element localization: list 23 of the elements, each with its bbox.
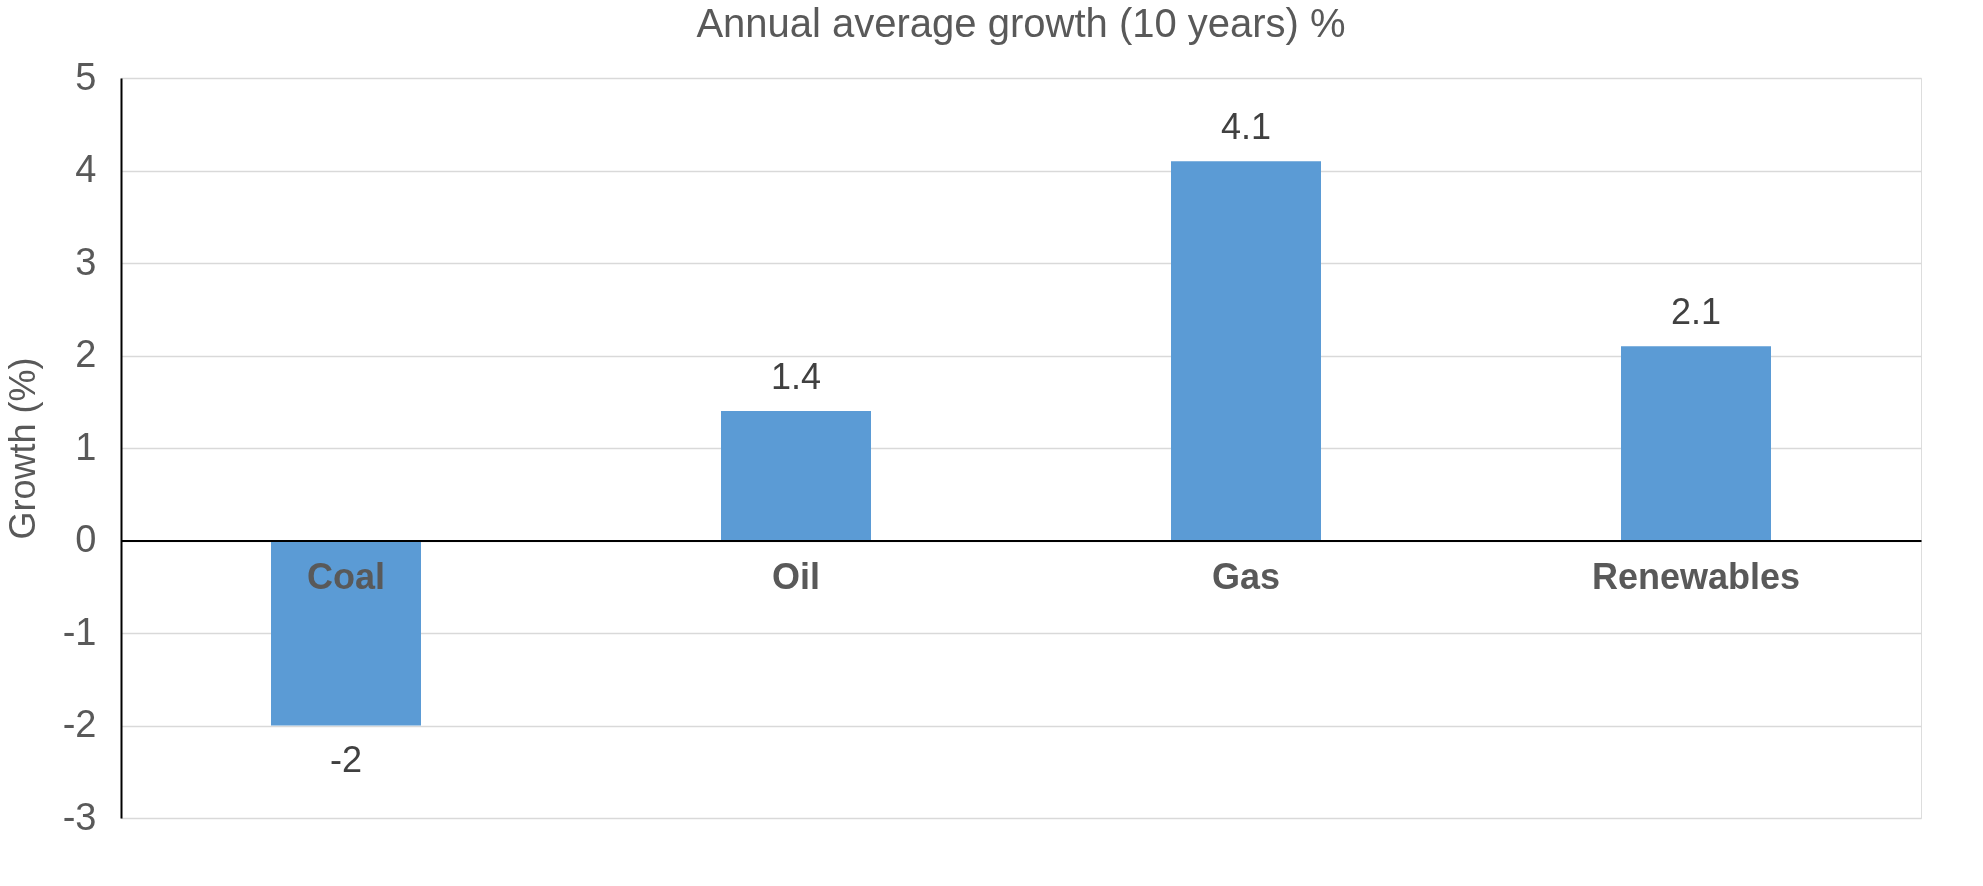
y-tick-label: 2 <box>75 333 97 375</box>
data-label: 1.4 <box>770 356 822 397</box>
y-tick-label: -1 <box>62 610 97 653</box>
y-tick-label: 4 <box>75 148 97 190</box>
bar <box>271 540 421 726</box>
data-label: -2 <box>329 738 363 780</box>
x-tick-label: Coal <box>306 556 386 597</box>
chart-title: Annual average growth (10 years) % <box>696 1 1346 45</box>
x-tick-label: Renewables <box>1591 556 1801 597</box>
bar <box>1621 346 1771 541</box>
bar <box>721 411 871 541</box>
x-tick-label: Oil <box>771 556 821 597</box>
y-tick-label: -2 <box>62 703 97 745</box>
y-tick-label: 0 <box>75 518 97 560</box>
data-label: 4.1 <box>1220 106 1272 148</box>
y-tick-label: 5 <box>75 55 97 98</box>
y-axis-title: Growth (%) <box>1 357 43 540</box>
y-tick-label: 3 <box>75 240 97 283</box>
y-tick-label: -3 <box>62 795 97 838</box>
y-tick-label: 1 <box>75 425 97 468</box>
x-tick-label: Gas <box>1211 556 1281 597</box>
bar <box>1171 161 1321 541</box>
data-label: 2.1 <box>1670 291 1722 333</box>
